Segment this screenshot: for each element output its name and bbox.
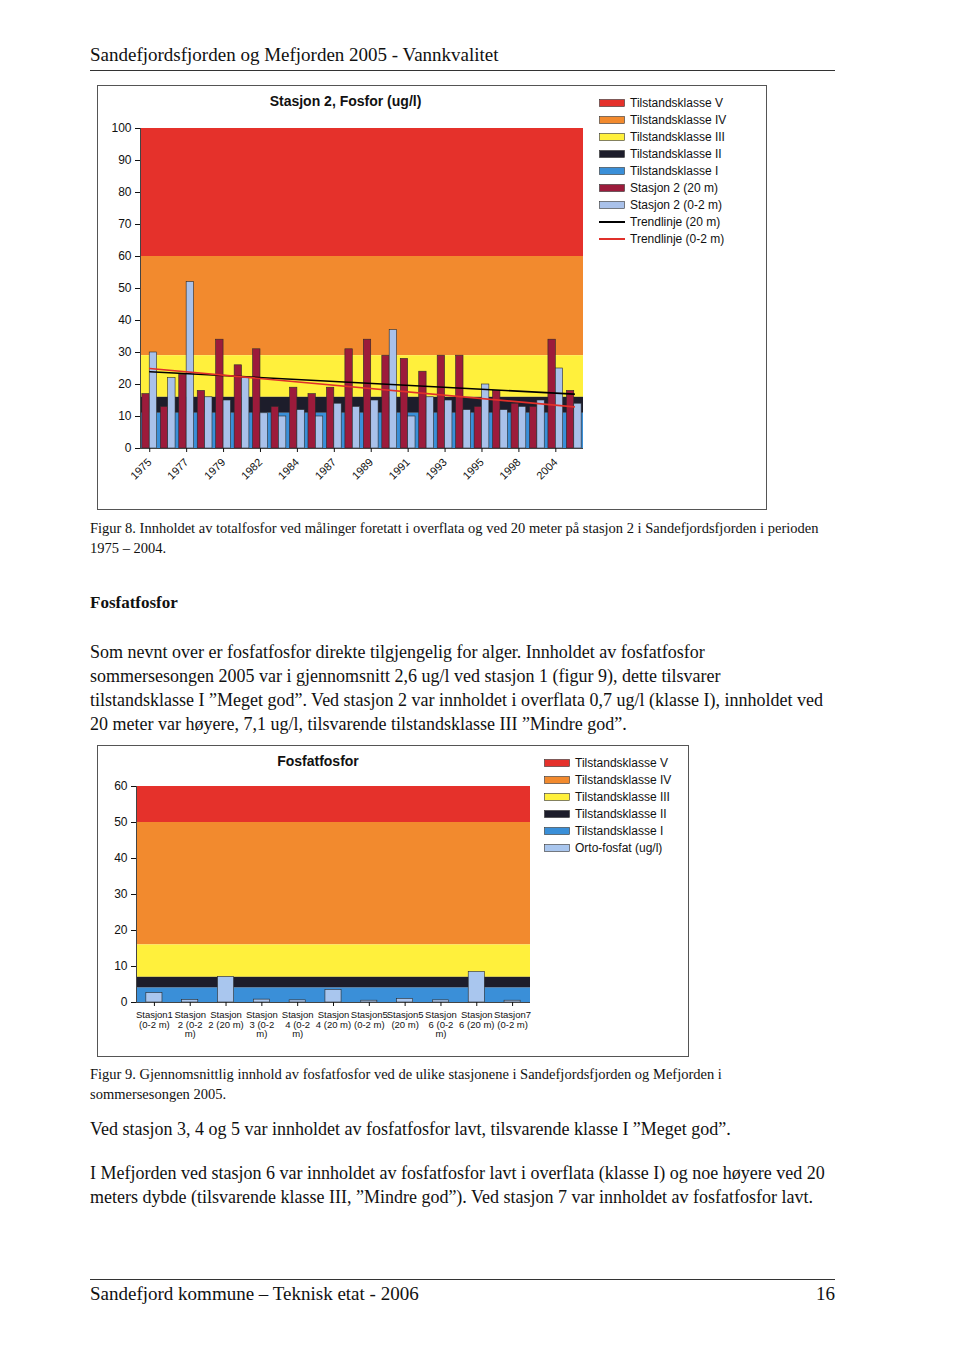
html-text:Figur 8. Innholdet av totalfos: Figur 8. Innholdet av totalfosfor ved må… (90, 520, 819, 556)
svg-text:Stasjon6 (0-2m): Stasjon6 (0-2m) (425, 1009, 457, 1039)
html-text:Tilstandsklasse II: Tilstandsklasse II (575, 806, 667, 821)
svg-text:50: 50 (118, 281, 132, 295)
svg-text:Stasjon5(0-2 m): Stasjon5(0-2 m) (351, 1009, 388, 1030)
svg-text:10: 10 (114, 959, 128, 973)
svg-text:50: 50 (114, 815, 128, 829)
svg-text:Stasjon3 (0-2m): Stasjon3 (0-2m) (246, 1009, 278, 1039)
svg-text:0: 0 (125, 441, 132, 455)
svg-text:60: 60 (118, 249, 132, 263)
svg-text:1998: 1998 (497, 456, 523, 482)
html-text:Som nevnt over er fosfatfosfor: Som nevnt over er fosfatfosfor direkte t… (90, 642, 823, 734)
svg-text:1977: 1977 (165, 456, 191, 482)
svg-text:1989: 1989 (349, 456, 375, 482)
html-text:Figur 9. Gjennomsnittlig innho: Figur 9. Gjennomsnittlig innhold av fosf… (90, 1066, 722, 1102)
svg-text:2004: 2004 (534, 456, 560, 482)
svg-text:90: 90 (118, 153, 132, 167)
html-text:16: 16 (816, 1283, 835, 1304)
html-text:Tilstandsklasse IV: Tilstandsklasse IV (630, 112, 727, 127)
svg-text:40: 40 (118, 313, 132, 327)
svg-text:1982: 1982 (239, 456, 265, 482)
svg-text:100: 100 (111, 121, 131, 135)
html-text:Tilstandsklasse V: Tilstandsklasse V (630, 95, 723, 110)
svg-text:10: 10 (118, 409, 132, 423)
svg-text:20: 20 (118, 377, 132, 391)
html-text:Stasjon 2, Fosfor (ug/l): Stasjon 2, Fosfor (ug/l) (269, 93, 422, 109)
html-text:Sandefjordsfjorden og Mefjorde: Sandefjordsfjorden og Mefjorden 2005 - V… (90, 44, 499, 65)
svg-text:30: 30 (118, 345, 132, 359)
html-text:Tilstandsklasse IV: Tilstandsklasse IV (575, 772, 672, 787)
svg-text:60: 60 (114, 779, 128, 793)
html-text:Stasjon 2 (20 m): Stasjon 2 (20 m) (630, 180, 718, 195)
svg-text:1979: 1979 (202, 456, 228, 482)
html-text:Sandefjord kommune – Teknisk e: Sandefjord kommune – Teknisk etat - 2006 (90, 1283, 419, 1304)
svg-text:70: 70 (118, 217, 132, 231)
html-text:Tilstandsklasse III: Tilstandsklasse III (630, 129, 725, 144)
html-text:Tilstandsklasse II: Tilstandsklasse II (630, 146, 722, 161)
svg-text:30: 30 (114, 887, 128, 901)
svg-text:1975: 1975 (128, 456, 154, 482)
html-text:Stasjon 2 (0-2 m): Stasjon 2 (0-2 m) (630, 197, 722, 212)
svg-text:Stasjon6 (20 m): Stasjon6 (20 m) (459, 1009, 494, 1030)
html-text:Ved stasjon 3, 4 og 5 var innh: Ved stasjon 3, 4 og 5 var innholdet av f… (90, 1119, 731, 1139)
html-text:I Mefjorden ved stasjon 6 var: I Mefjorden ved stasjon 6 var innholdet … (90, 1163, 825, 1207)
svg-text:Stasjon7(0-2 m): Stasjon7(0-2 m) (494, 1009, 531, 1030)
html-text:Tilstandsklasse III: Tilstandsklasse III (575, 789, 670, 804)
svg-text:Stasjon5(20 m): Stasjon5(20 m) (387, 1009, 424, 1030)
svg-text:1993: 1993 (423, 456, 449, 482)
html-text:Tilstandsklasse V: Tilstandsklasse V (575, 755, 668, 770)
html-text:Trendlinje (20 m): Trendlinje (20 m) (630, 214, 721, 229)
svg-text:Stasjon2 (20 m): Stasjon2 (20 m) (208, 1009, 243, 1030)
html-text:Tilstandsklasse I: Tilstandsklasse I (630, 163, 719, 178)
html-text:Orto-fosfat (ug/l): Orto-fosfat (ug/l) (575, 840, 663, 855)
svg-text:1995: 1995 (460, 456, 486, 482)
svg-text:80: 80 (118, 185, 132, 199)
html-text:Trendlinje (0-2 m): Trendlinje (0-2 m) (630, 231, 725, 246)
html-text:Tilstandsklasse I: Tilstandsklasse I (575, 823, 664, 838)
svg-text:0: 0 (121, 995, 128, 1009)
svg-text:Stasjon1(0-2 m): Stasjon1(0-2 m) (136, 1009, 173, 1030)
svg-text:1984: 1984 (276, 456, 302, 482)
svg-text:40: 40 (114, 851, 128, 865)
svg-text:Stasjon4 (20 m): Stasjon4 (20 m) (316, 1009, 351, 1030)
html-text:Fosfatfosfor: Fosfatfosfor (277, 753, 359, 769)
svg-text:1987: 1987 (312, 456, 338, 482)
svg-text:1991: 1991 (386, 456, 412, 482)
svg-text:20: 20 (114, 923, 128, 937)
svg-text:Stasjon2 (0-2m): Stasjon2 (0-2m) (174, 1009, 206, 1039)
svg-text:Stasjon4 (0-2m): Stasjon4 (0-2m) (282, 1009, 314, 1039)
html-text:Fosfatfosfor: Fosfatfosfor (90, 593, 178, 612)
